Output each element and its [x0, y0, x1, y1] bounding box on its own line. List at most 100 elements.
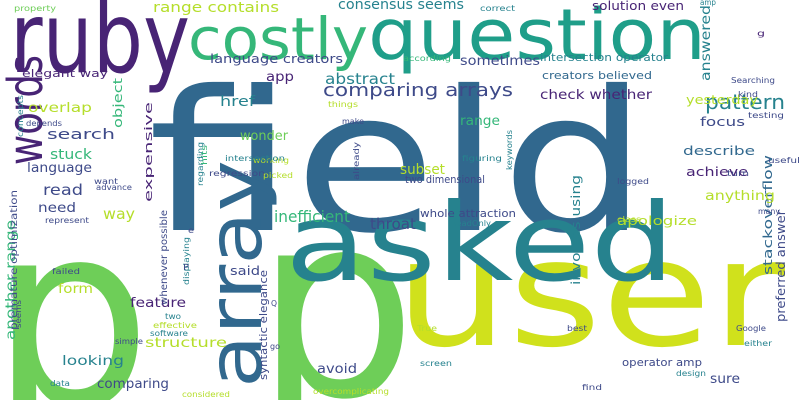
- word-creators-believed: creators believed: [542, 69, 652, 82]
- word-search: search: [47, 127, 115, 143]
- word-syntactic-elegance: syntactic elegance: [257, 270, 270, 380]
- word-depends: depends: [26, 119, 63, 128]
- word-apologize: apologize: [617, 214, 697, 228]
- word-software: software: [150, 329, 188, 338]
- word-elegant-way: elegant way: [22, 67, 108, 80]
- word-range: range: [460, 114, 500, 129]
- word-p-large-center: p: [255, 159, 417, 400]
- word-language: language: [27, 161, 92, 176]
- word-readonly: ReadOnly: [451, 219, 491, 228]
- word-field: field: [148, 49, 648, 276]
- word-logged: logged: [617, 177, 649, 186]
- word-intersection-operator: intersection operator: [540, 51, 668, 64]
- word-displaying: displaying: [182, 237, 191, 285]
- word-go: go: [270, 342, 280, 351]
- word-keywords: keywords: [505, 130, 514, 170]
- word-working: working: [253, 156, 289, 165]
- word-overlap: overlap: [28, 101, 92, 116]
- word-answered: answered: [699, 5, 714, 82]
- word-seems: seems: [14, 300, 23, 328]
- word-solution-even: solution even: [592, 0, 684, 13]
- word-range-contains: range contains: [153, 0, 279, 16]
- word-represent: represent: [45, 216, 89, 225]
- word-subset: subset: [400, 162, 445, 178]
- word-p-small: P: [183, 263, 189, 272]
- word-overcomplicating: overcomplicating: [313, 387, 389, 396]
- word-need: need: [38, 201, 76, 216]
- word-turn: turn: [727, 169, 749, 178]
- word-structure: structure: [145, 336, 227, 351]
- word-looking: looking: [62, 354, 124, 369]
- word-google: Google: [736, 324, 766, 333]
- word-correct: correct: [480, 4, 515, 13]
- word-language-creators: language creators: [210, 52, 343, 66]
- word-picked: picked: [263, 171, 293, 180]
- word-said: said: [230, 264, 260, 278]
- word-according: according: [403, 54, 451, 63]
- word-read: read: [43, 181, 83, 199]
- word-describe: describe: [683, 144, 755, 158]
- word-best: best: [567, 324, 587, 333]
- word-useful: useful: [768, 156, 800, 165]
- word-two-dimensional: two dimensional: [405, 173, 485, 186]
- word-yesterday: yesterday: [686, 93, 758, 107]
- word-either: either: [744, 339, 772, 348]
- word-regression: regression: [209, 169, 265, 178]
- word-data: data: [50, 379, 70, 388]
- word-two: two: [165, 312, 181, 321]
- word-design: design: [676, 369, 706, 378]
- word-g: g: [757, 29, 765, 38]
- word-kind: kind: [738, 90, 758, 99]
- word-sure: sure: [710, 372, 740, 387]
- word-question: question: [368, 0, 706, 76]
- word-focus: focus: [700, 115, 745, 129]
- word-costly: costly: [188, 5, 368, 73]
- word-form: form: [58, 282, 93, 297]
- word-many: many: [758, 207, 780, 216]
- word-href: href: [220, 94, 255, 110]
- word-expensive: expensive: [142, 102, 155, 202]
- word-failed: failed: [52, 267, 80, 276]
- word-things: things: [328, 100, 358, 109]
- word-abstract: abstract: [325, 70, 395, 88]
- word-operator-amp: operator amp: [622, 356, 702, 369]
- word-comparing-arrays: comparing arrays: [323, 80, 513, 101]
- word-consensus-seems: consensus seems: [338, 0, 464, 13]
- word-true: True: [417, 324, 437, 333]
- word-effective: effective: [153, 321, 197, 330]
- word-sometimes: sometimes: [460, 54, 540, 69]
- word-advance: advance: [96, 183, 132, 192]
- word-class: class: [617, 215, 641, 224]
- word-comparing: comparing: [97, 377, 169, 392]
- word-way: way: [103, 205, 135, 223]
- word-preferred-answer: preferred answer: [774, 210, 788, 322]
- word-user: user: [395, 208, 785, 380]
- word-property: property: [14, 4, 56, 13]
- word-want: want: [94, 177, 118, 186]
- word-avoid: avoid: [317, 362, 357, 377]
- word-asked: asked: [285, 181, 675, 306]
- word-app: app: [266, 70, 294, 85]
- word-feature: feature: [130, 296, 186, 311]
- word-testing: testing: [748, 111, 784, 120]
- word-pattern: pattern: [705, 90, 785, 114]
- word-figuring: figuring: [462, 154, 502, 163]
- word-p-large-left: p: [0, 169, 152, 400]
- word-already: already: [352, 142, 361, 180]
- word-involves-using: involves using: [569, 175, 583, 285]
- word-whenever-possible: whenever possible: [159, 210, 170, 305]
- word-hits: hits: [200, 145, 209, 165]
- word-object: object: [111, 78, 125, 128]
- word-ruby: ruby: [10, 0, 190, 96]
- word-e: e: [188, 226, 194, 235]
- word-whole-attraction: whole attraction: [420, 207, 516, 220]
- word-considered: considered: [182, 390, 230, 399]
- word-throat: throat: [370, 215, 416, 233]
- word-make: make: [342, 117, 364, 126]
- word-achieve: achieve: [686, 165, 748, 179]
- word-wonder: wonder: [240, 129, 288, 144]
- word-concepts: concepts: [16, 95, 25, 137]
- word-intersection: intersection: [225, 154, 285, 163]
- word-q: Q: [271, 299, 277, 308]
